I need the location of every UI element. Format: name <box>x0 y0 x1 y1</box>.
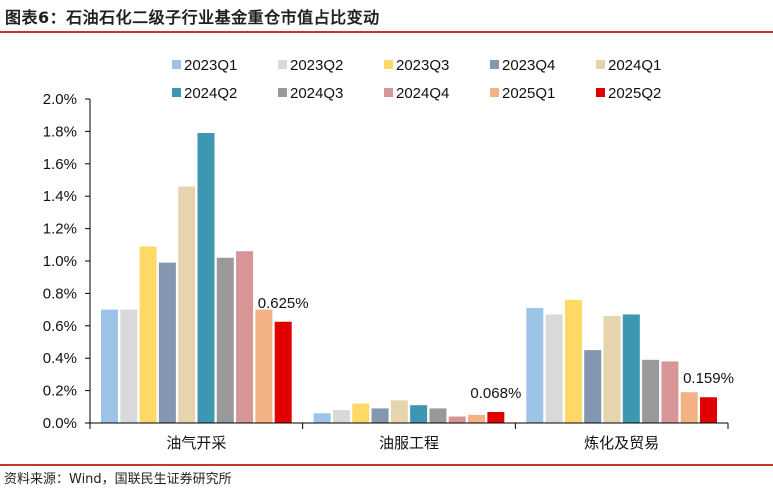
y-tick-label: 1.4% <box>43 188 77 205</box>
y-tick-label: 1.6% <box>43 156 77 173</box>
bottom-divider <box>0 464 773 466</box>
data-label: 0.159% <box>683 370 734 387</box>
bar-2023q3-1 <box>352 403 370 423</box>
data-label: 0.625% <box>258 295 309 312</box>
legend-swatch <box>490 60 499 69</box>
source-note: 资料来源：Wind，国联民生证券研究所 <box>4 472 232 487</box>
legend-label: 2024Q2 <box>184 85 237 102</box>
top-divider <box>0 31 773 33</box>
bar-2023q2-1 <box>332 410 350 423</box>
bar-2024q1-0 <box>178 186 196 423</box>
bar-2024q4-1 <box>448 416 466 423</box>
y-tick-label: 0.8% <box>43 285 77 302</box>
bar-2024q3-1 <box>429 408 447 423</box>
bar-2023q4-0 <box>158 262 176 423</box>
bar-2025q1-1 <box>468 414 486 423</box>
bar-2023q4-1 <box>371 408 389 423</box>
legend-label: 2025Q1 <box>502 85 555 102</box>
y-tick-label: 0.6% <box>43 318 77 335</box>
legend-swatch <box>278 60 287 69</box>
bar-2023q1-0 <box>100 309 118 423</box>
bar-2025q2-1 <box>487 411 505 423</box>
bar-2024q2-0 <box>197 133 215 423</box>
legend-swatch <box>490 88 499 97</box>
legend-label: 2024Q1 <box>608 57 661 74</box>
y-axis: 0.0% 0.2% 0.4% 0.6% 0.8% 1.0% 1.2% 1.4% 1.6% 1.8%… <box>43 91 91 432</box>
legend-swatch <box>172 88 181 97</box>
legend-label: 2024Q3 <box>290 85 343 102</box>
legend-label: 2025Q2 <box>608 85 661 102</box>
bar-2023q2-2 <box>545 314 563 423</box>
data-labels: 0.625% 0.068% 0.159% <box>258 295 734 402</box>
legend-swatch <box>384 60 393 69</box>
legend-swatch <box>384 88 393 97</box>
legend-swatch <box>278 88 287 97</box>
y-tick-label: 1.2% <box>43 221 77 238</box>
legend-item-2024q2: 2024Q2 <box>172 85 237 102</box>
legend-swatch <box>596 60 605 69</box>
bar-2024q4-2 <box>661 361 679 423</box>
legend-item-2024q1: 2024Q1 <box>596 57 661 74</box>
y-tick-label: 0.2% <box>43 383 77 400</box>
legend-item-2023q4: 2023Q4 <box>490 57 555 74</box>
legend-item-2025q1: 2025Q1 <box>490 85 555 102</box>
legend-item-2023q2: 2023Q2 <box>278 57 343 74</box>
legend-label: 2023Q1 <box>184 57 237 74</box>
legend-item-2023q3: 2023Q3 <box>384 57 449 74</box>
legend-item-2023q1: 2023Q1 <box>172 57 237 74</box>
legend-swatch <box>596 88 605 97</box>
x-category-label: 炼化及贸易 <box>584 434 659 452</box>
bar-2024q2-2 <box>622 314 640 423</box>
legend-item-2024q4: 2024Q4 <box>384 85 449 102</box>
legend-label: 2023Q4 <box>502 57 555 74</box>
bar-2025q2-0 <box>274 321 292 423</box>
y-tick-label: 1.0% <box>43 253 77 270</box>
x-category-label: 油气开采 <box>166 434 226 452</box>
bars <box>100 133 718 423</box>
legend-item-2025q2: 2025Q2 <box>596 85 661 102</box>
y-tick-label: 1.8% <box>43 123 77 140</box>
bar-2024q1-2 <box>603 316 621 423</box>
x-category-label: 油服工程 <box>379 434 439 452</box>
y-tick-label: 2.0% <box>43 91 77 108</box>
legend-label: 2023Q3 <box>396 57 449 74</box>
bar-2024q3-2 <box>642 359 660 423</box>
bar-2023q3-2 <box>564 299 582 423</box>
legend: 2023Q1 2023Q2 2023Q3 2023Q4 2024Q1 2024Q2 2024… <box>172 57 661 102</box>
bar-2025q2-2 <box>700 397 718 423</box>
bar-2024q1-1 <box>390 400 408 423</box>
bar-2023q2-0 <box>120 309 138 423</box>
legend-label: 2023Q2 <box>290 57 343 74</box>
bar-2024q4-0 <box>236 251 254 423</box>
bar-2023q4-2 <box>584 350 602 423</box>
y-tick-label: 0.0% <box>43 415 77 432</box>
bar-2023q3-0 <box>139 246 157 423</box>
bar-2025q1-2 <box>680 392 698 423</box>
legend-swatch <box>172 60 181 69</box>
y-tick-label: 0.4% <box>43 350 77 367</box>
x-axis: 油气开采 油服工程 炼化及贸易 <box>89 422 729 452</box>
bar-2024q2-1 <box>410 405 428 423</box>
bar-2025q1-0 <box>255 309 273 423</box>
bar-2024q3-0 <box>216 257 234 423</box>
bar-2023q1-2 <box>526 307 544 423</box>
legend-item-2024q3: 2024Q3 <box>278 85 343 102</box>
data-label: 0.068% <box>470 385 521 402</box>
legend-label: 2024Q4 <box>396 85 449 102</box>
chart-title: 图表6：石油石化二级子行业基金重仓市值占比变动 <box>5 8 380 27</box>
bar-2023q1-1 <box>313 413 331 423</box>
